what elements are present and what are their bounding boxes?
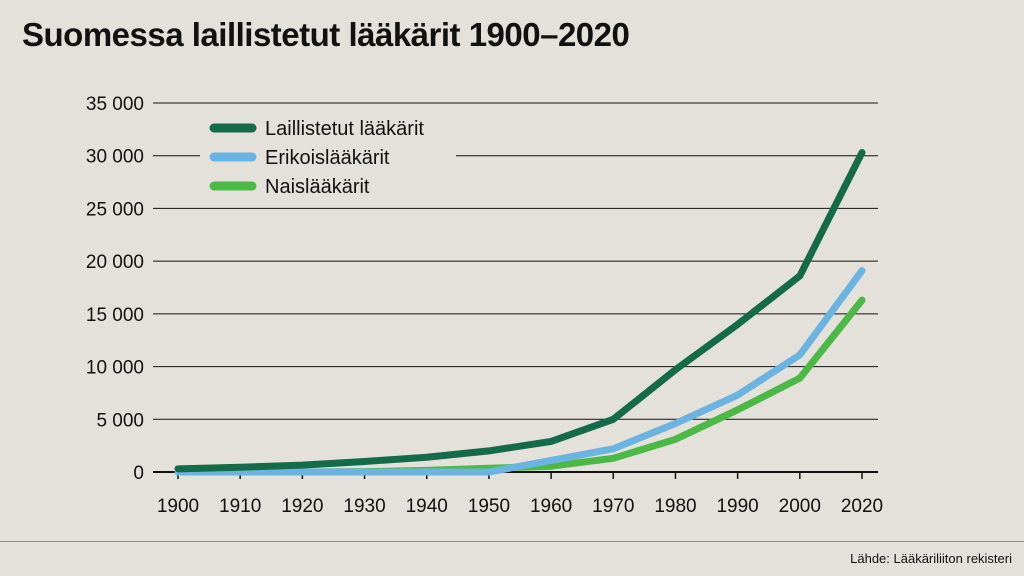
legend-label: Laillistetut lääkärit <box>265 118 424 140</box>
x-tick-label: 1940 <box>406 496 448 517</box>
x-tick-label: 1950 <box>468 496 510 517</box>
legend: Laillistetut lääkärit Erikoislääkärit Nais… <box>200 110 456 204</box>
x-tick-label: 1930 <box>343 496 385 517</box>
series-line <box>174 149 866 473</box>
x-tick-label: 1990 <box>716 496 758 517</box>
y-tick-label: 0 <box>133 463 144 484</box>
y-tick-label: 25 000 <box>86 199 144 220</box>
y-tick-label: 5 000 <box>96 410 144 431</box>
y-tick-label: 20 000 <box>86 252 144 273</box>
x-tick-label: 1920 <box>281 496 323 517</box>
y-axis: 0 5 000 10 000 15 000 20 000 25 000 30 000 35 0… <box>86 94 144 484</box>
series-line <box>174 267 866 476</box>
series-lines <box>174 149 866 476</box>
source-note: Lähde: Lääkäriliiton rekisteri <box>850 551 1012 566</box>
legend-label: Erikoislääkärit <box>265 147 390 169</box>
line-chart: 0 5 000 10 000 15 000 20 000 25 000 30 000 35 0… <box>86 94 883 517</box>
y-tick-label: 35 000 <box>86 94 144 115</box>
x-tick-label: 1910 <box>219 496 261 517</box>
x-axis: 1900 1910 1920 1930 1940 1950 1960 1970 1980 1990… <box>157 472 883 517</box>
x-tick-label: 2020 <box>841 496 883 517</box>
x-tick-label: 2000 <box>779 496 821 517</box>
chart-title: Suomessa laillistetut lääkärit 1900–2020 <box>22 16 630 53</box>
x-tick-label: 1900 <box>157 496 199 517</box>
y-tick-label: 15 000 <box>86 305 144 326</box>
x-tick-label: 1970 <box>592 496 634 517</box>
legend-label: Naislääkärit <box>265 176 370 198</box>
x-tick-label: 1980 <box>654 496 696 517</box>
y-tick-label: 30 000 <box>86 147 144 168</box>
x-tick-label: 1960 <box>530 496 572 517</box>
footer-divider <box>0 541 1024 542</box>
y-tick-label: 10 000 <box>86 358 144 379</box>
